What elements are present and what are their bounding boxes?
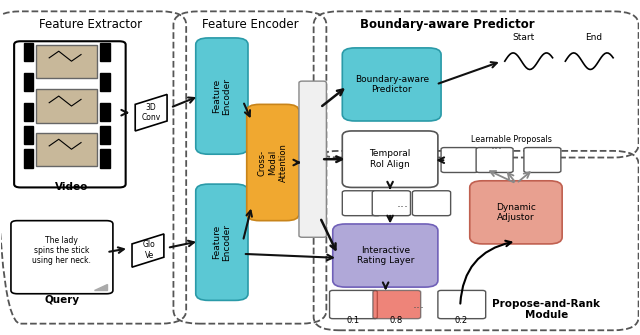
FancyBboxPatch shape — [438, 290, 486, 319]
Bar — [24, 103, 33, 121]
Text: The lady
spins the stick
using her neck.: The lady spins the stick using her neck. — [33, 236, 92, 265]
Text: ...: ... — [397, 197, 409, 210]
Text: Boundary-aware Predictor: Boundary-aware Predictor — [360, 18, 535, 31]
Text: Feature Encoder: Feature Encoder — [202, 18, 298, 31]
FancyBboxPatch shape — [342, 131, 438, 188]
FancyBboxPatch shape — [246, 105, 299, 221]
Text: Interactive
Rating Layer: Interactive Rating Layer — [356, 246, 414, 265]
Bar — [24, 43, 33, 61]
Text: Feature
Encoder: Feature Encoder — [212, 78, 232, 115]
Text: 3D
Conv: 3D Conv — [141, 103, 161, 122]
Text: Dynamic
Adjustor: Dynamic Adjustor — [496, 203, 536, 222]
FancyBboxPatch shape — [36, 133, 97, 166]
Text: ...: ... — [490, 139, 502, 152]
Text: Video: Video — [55, 183, 88, 192]
Bar — [24, 126, 33, 144]
FancyBboxPatch shape — [333, 224, 438, 287]
Bar — [100, 103, 109, 121]
Polygon shape — [94, 284, 106, 290]
Text: Temporal
RoI Align: Temporal RoI Align — [369, 149, 411, 169]
Bar — [100, 149, 109, 168]
FancyBboxPatch shape — [372, 191, 410, 216]
FancyBboxPatch shape — [11, 221, 113, 294]
FancyBboxPatch shape — [470, 181, 562, 244]
Bar — [100, 126, 109, 144]
FancyBboxPatch shape — [299, 81, 326, 237]
Bar — [100, 73, 109, 91]
FancyBboxPatch shape — [342, 48, 441, 121]
Text: Cross-
Modal
Attention: Cross- Modal Attention — [258, 143, 288, 182]
FancyBboxPatch shape — [476, 147, 513, 173]
Text: Start: Start — [513, 34, 535, 43]
FancyBboxPatch shape — [196, 184, 248, 300]
FancyBboxPatch shape — [342, 191, 381, 216]
Text: Boundary-aware
Predictor: Boundary-aware Predictor — [355, 75, 429, 94]
Bar — [24, 73, 33, 91]
Text: 0.8: 0.8 — [390, 317, 403, 326]
FancyBboxPatch shape — [441, 147, 478, 173]
Polygon shape — [132, 234, 164, 267]
FancyBboxPatch shape — [524, 147, 561, 173]
Text: ...: ... — [413, 298, 425, 311]
FancyBboxPatch shape — [330, 290, 378, 319]
Text: End: End — [586, 34, 603, 43]
FancyBboxPatch shape — [196, 38, 248, 154]
FancyBboxPatch shape — [36, 89, 97, 123]
Polygon shape — [135, 94, 167, 131]
Text: 0.1: 0.1 — [347, 317, 360, 326]
FancyBboxPatch shape — [373, 290, 420, 319]
Text: Glo
Ve: Glo Ve — [143, 240, 156, 260]
Bar — [24, 149, 33, 168]
Text: Query: Query — [44, 295, 79, 306]
FancyBboxPatch shape — [14, 41, 125, 188]
Text: Feature Extractor: Feature Extractor — [39, 18, 142, 31]
Text: Feature
Encoder: Feature Encoder — [212, 224, 232, 261]
Text: Propose-and-Rank
Module: Propose-and-Rank Module — [492, 299, 600, 321]
FancyBboxPatch shape — [412, 191, 451, 216]
FancyBboxPatch shape — [36, 45, 97, 78]
Text: Learnable Proposals: Learnable Proposals — [471, 135, 552, 144]
Bar — [100, 43, 109, 61]
Text: 0.2: 0.2 — [455, 317, 468, 326]
